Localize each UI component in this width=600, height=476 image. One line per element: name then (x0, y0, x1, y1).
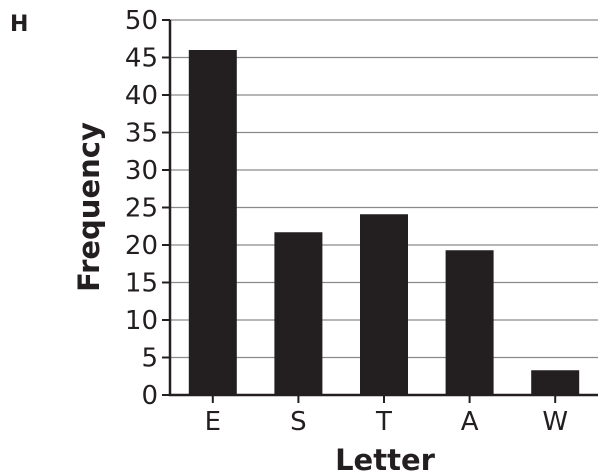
y-tick-label: 45 (125, 44, 158, 74)
bar-s (274, 232, 323, 395)
y-axis-title: Frequency (72, 122, 106, 292)
y-tick-label: 50 (125, 6, 158, 36)
y-tick-label: 20 (125, 231, 158, 261)
bars (188, 50, 580, 395)
x-tick-label-s: S (290, 407, 307, 437)
y-tick-labels: 0 5 10 15 20 25 30 35 40 45 50 (125, 6, 158, 411)
x-tick-label-t: T (375, 407, 392, 437)
gridlines (170, 19, 598, 359)
x-tick-label-e: E (205, 407, 221, 437)
y-tick-label: 30 (125, 156, 158, 186)
y-tick-label: 40 (125, 81, 158, 111)
bar-t (360, 214, 408, 395)
y-tick-label: 10 (125, 306, 158, 336)
x-tick-label-w: W (542, 407, 568, 437)
x-tick-label-a: A (461, 407, 479, 437)
panel-label: H (10, 12, 28, 37)
axes (162, 19, 598, 403)
y-tick-label: 5 (141, 344, 158, 374)
y-tick-label: 25 (125, 194, 158, 224)
bar-e (188, 50, 237, 395)
bar-w (531, 370, 580, 395)
y-tick-label: 0 (141, 381, 158, 411)
y-tick-label: 35 (125, 119, 158, 149)
bar-a (445, 250, 494, 395)
y-tick-label: 15 (125, 269, 158, 299)
x-axis-title: Letter (335, 443, 436, 476)
